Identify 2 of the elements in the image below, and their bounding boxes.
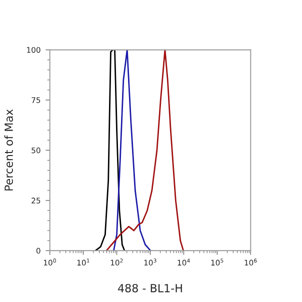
x-axis-title: 488 - BL1-H [118, 284, 182, 292]
y-axis-title: Percent of Max [4, 109, 13, 190]
